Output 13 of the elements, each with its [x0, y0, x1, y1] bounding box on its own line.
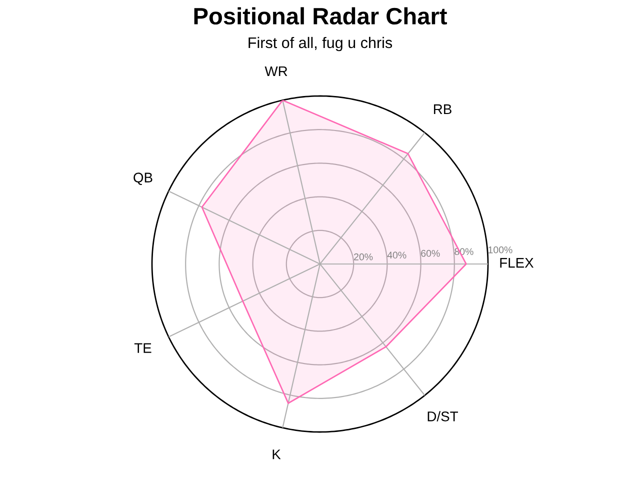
spoke-label: RB [434, 104, 452, 114]
spoke-label: D/ST [428, 411, 458, 422]
y-tick-label: 20% [354, 253, 373, 260]
spoke-label: WR [264, 66, 288, 76]
spoke-label: QB [134, 172, 152, 185]
spoke-label: TE [134, 343, 152, 353]
y-tick-label: 40% [387, 252, 406, 259]
chart-subtitle: First of all, fug u chris [248, 36, 392, 52]
spoke-label: K [272, 450, 281, 460]
chart-title: Positional Radar Chart [194, 7, 447, 25]
spoke-label: FLEX [500, 258, 534, 268]
y-tick-label: 100% [488, 246, 512, 254]
y-tick-label: 60% [421, 250, 440, 257]
